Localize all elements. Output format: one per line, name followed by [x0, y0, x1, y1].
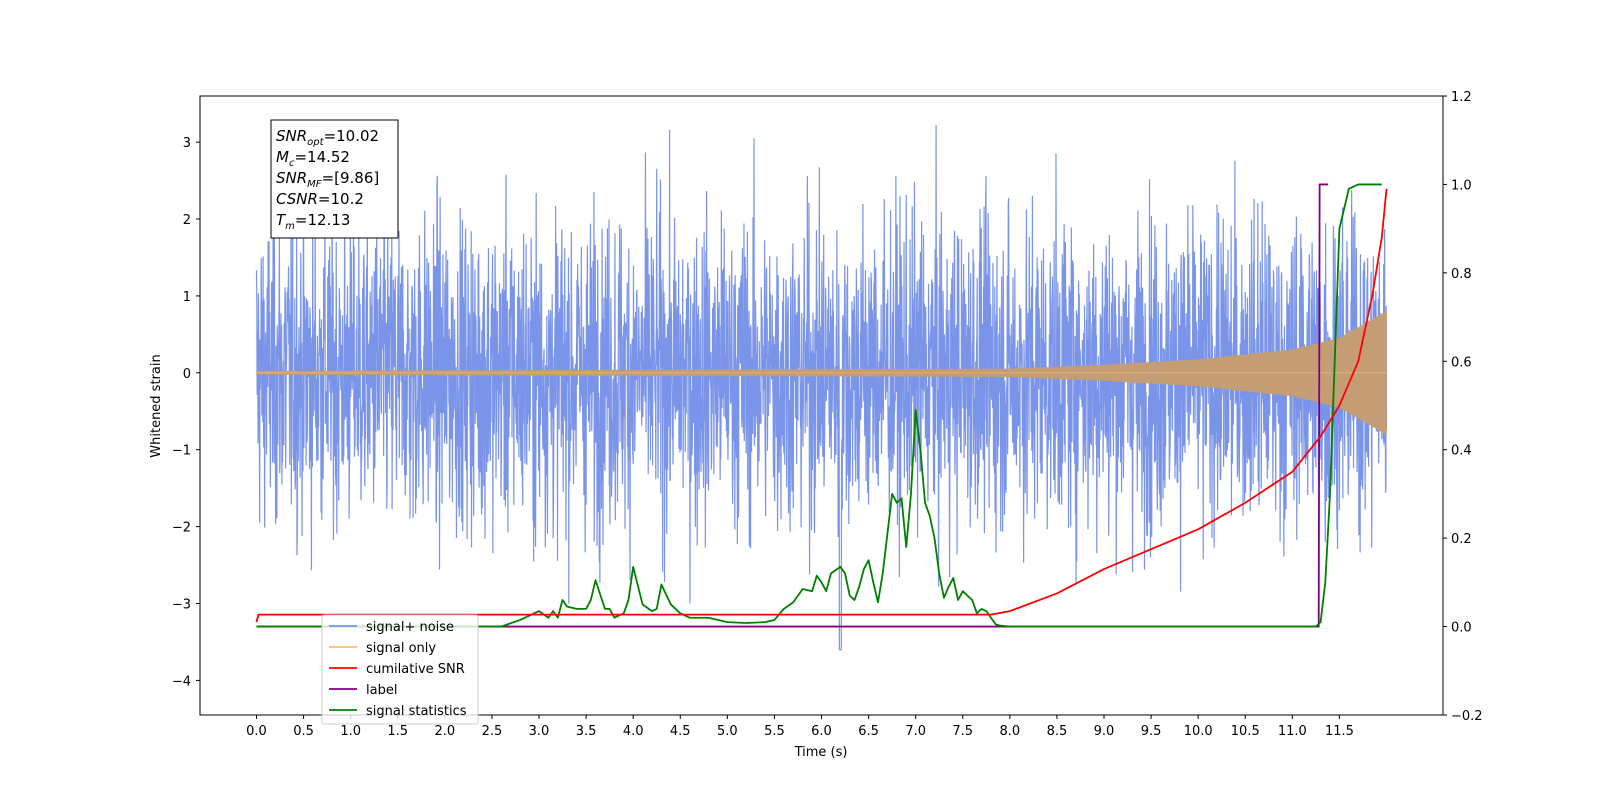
legend: signal+ noise signal only cumilative SNR la…	[321, 614, 479, 725]
x-tick-label: 10.5	[1231, 724, 1260, 739]
y-axis-right-ticks: 1.2 1.0 0.8 0.6 0.4 0.2 0.0 −0.2	[1443, 90, 1483, 724]
legend-label: signal only	[366, 641, 436, 656]
x-tick-label: 5.0	[717, 724, 738, 739]
annotation-tm: Tm=12.13	[276, 211, 350, 232]
y-left-tick-label: −3	[172, 598, 191, 613]
annotation-frame	[270, 119, 399, 239]
y-right-tick-label: 0.0	[1451, 621, 1472, 636]
x-tick-label: 0.5	[293, 724, 314, 739]
x-tick-label: 8.5	[1047, 724, 1068, 739]
x-tick-label: 3.5	[576, 724, 597, 739]
y-right-tick-label: 0.4	[1451, 444, 1472, 459]
legend-label: label	[366, 683, 397, 698]
y-left-tick-label: 0	[183, 367, 191, 382]
annotation-snr-mf: SNRMF=[9.86]	[276, 169, 379, 190]
y-left-tick-label: −4	[172, 674, 191, 689]
x-tick-label: 1.0	[340, 724, 361, 739]
x-tick-label: 4.0	[623, 724, 644, 739]
legend-label: signal+ noise	[366, 620, 454, 635]
x-tick-label: 7.5	[952, 724, 973, 739]
y-axis-label: Whitened strain	[149, 354, 164, 457]
x-tick-label: 8.0	[999, 724, 1020, 739]
x-tick-label: 10.0	[1184, 724, 1213, 739]
x-tick-label: 7.0	[905, 724, 926, 739]
y-left-tick-label: 3	[183, 136, 191, 151]
x-tick-label: 6.5	[858, 724, 879, 739]
annotation-mc: Mc=14.52	[276, 148, 350, 169]
x-axis-ticks: 0.0 0.5 1.0 1.5 2.0 2.5 3.0 3.5 4.0 4.5 5.0 5.5 6.0 6…	[246, 715, 1354, 739]
legend-label: cumilative SNR	[366, 662, 465, 677]
series-signal-statistics	[256, 183, 1382, 628]
series-signal-noise	[255, 124, 1388, 651]
x-tick-label: 11.0	[1278, 724, 1307, 739]
x-axis-label: Time (s)	[794, 745, 848, 760]
y-right-tick-label: 0.6	[1451, 355, 1472, 370]
legend-label: signal statistics	[366, 704, 467, 719]
x-tick-label: 0.0	[246, 724, 267, 739]
x-tick-label: 9.0	[1094, 724, 1115, 739]
x-tick-label: 2.5	[482, 724, 503, 739]
series-cumulative-snr	[255, 188, 1388, 623]
y-left-tick-label: −2	[172, 521, 191, 536]
annotation-box: SNRopt=10.02 Mc=14.52 SNRMF=[9.86] CSNR=…	[270, 119, 399, 239]
y-right-tick-label: 1.0	[1451, 178, 1472, 193]
x-tick-label: 4.5	[670, 724, 691, 739]
x-tick-label: 2.0	[434, 724, 455, 739]
legend-frame	[321, 614, 479, 725]
y-right-tick-label: 1.2	[1451, 90, 1472, 105]
annotation-snr-opt: SNRopt=10.02	[276, 127, 379, 148]
y-right-tick-label: 0.8	[1451, 267, 1472, 282]
x-tick-label: 3.0	[529, 724, 550, 739]
y-axis-left-ticks: 3 2 1 0 −1 −2 −3 −4	[172, 136, 200, 689]
x-tick-label: 1.5	[387, 724, 408, 739]
x-tick-label: 11.5	[1325, 724, 1354, 739]
y-right-tick-label: 0.2	[1451, 532, 1472, 547]
x-tick-label: 9.5	[1141, 724, 1162, 739]
y-left-tick-label: −1	[172, 444, 191, 459]
y-left-tick-label: 2	[183, 213, 191, 228]
annotation-csnr: CSNR=10.2	[276, 190, 364, 208]
x-tick-label: 6.0	[811, 724, 832, 739]
x-tick-label: 5.5	[764, 724, 785, 739]
y-right-tick-label: −0.2	[1451, 709, 1483, 724]
series-label	[256, 183, 1329, 628]
series-layer	[255, 124, 1388, 651]
y-left-tick-label: 1	[183, 290, 191, 305]
